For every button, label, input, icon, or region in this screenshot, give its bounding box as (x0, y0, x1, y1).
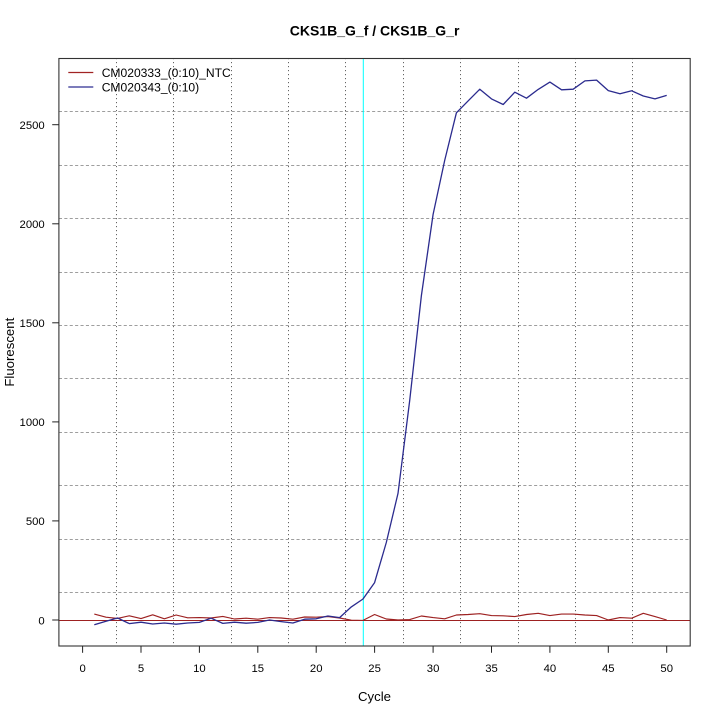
svg-text:500: 500 (26, 516, 45, 528)
svg-text:45: 45 (602, 663, 615, 675)
svg-text:0: 0 (79, 663, 85, 675)
svg-text:20: 20 (310, 663, 323, 675)
svg-text:1500: 1500 (20, 318, 45, 330)
svg-text:CKS1B_G_f / CKS1B_G_r: CKS1B_G_f / CKS1B_G_r (290, 22, 460, 38)
svg-text:25: 25 (368, 663, 381, 675)
svg-text:30: 30 (427, 663, 440, 675)
svg-text:2000: 2000 (20, 219, 45, 231)
svg-text:15: 15 (252, 663, 265, 675)
svg-text:0: 0 (38, 615, 44, 627)
svg-text:Fluorescent: Fluorescent (2, 317, 17, 386)
svg-text:5: 5 (138, 663, 144, 675)
svg-text:Cycle: Cycle (358, 689, 391, 704)
svg-text:35: 35 (485, 663, 498, 675)
svg-text:50: 50 (660, 663, 673, 675)
svg-text:10: 10 (193, 663, 206, 675)
svg-text:40: 40 (544, 663, 557, 675)
svg-text:1000: 1000 (20, 417, 45, 429)
svg-text:CM020343_(0:10): CM020343_(0:10) (102, 80, 199, 94)
svg-text:2500: 2500 (20, 120, 45, 132)
svg-text:CM020333_(0:10)_NTC: CM020333_(0:10)_NTC (102, 66, 231, 80)
